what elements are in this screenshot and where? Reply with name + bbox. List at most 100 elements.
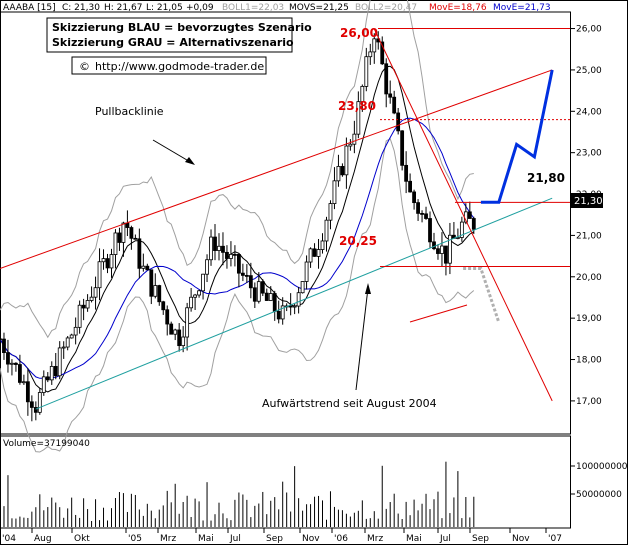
x-tick-label: '06 — [334, 534, 348, 544]
candle-body — [336, 166, 341, 182]
volume-bars — [0, 461, 475, 527]
last-price-label: 21,30 — [574, 196, 603, 207]
candle-body — [404, 164, 409, 182]
candle-body — [113, 232, 118, 255]
candle-body — [153, 285, 158, 297]
candle-body — [324, 219, 329, 242]
candle-body — [428, 218, 432, 243]
volume-tick-label: 100000000 — [576, 462, 628, 472]
candle-body — [61, 346, 66, 349]
y-tick-label: 20,00 — [576, 273, 602, 283]
bollinger-lower — [0, 137, 475, 453]
candle-body — [380, 41, 385, 65]
candle-body — [432, 241, 436, 250]
candle-body — [14, 362, 18, 365]
candle-body — [229, 253, 233, 259]
y-tick-label: 26,00 — [576, 25, 602, 35]
candle-body — [185, 307, 190, 338]
candle-body — [304, 261, 309, 282]
x-tick-label: '07 — [548, 534, 562, 544]
candle-body — [137, 238, 142, 269]
header-movs: MOVS=21,25 — [289, 3, 349, 13]
volume-axis: 100000000 50000000 — [570, 462, 628, 500]
candle-body — [213, 236, 217, 251]
candle-body — [81, 304, 86, 309]
candle-body — [169, 323, 174, 335]
header-symbol: AAABA [15] — [3, 3, 56, 13]
volume-tick-label: 50000000 — [576, 490, 622, 500]
candle-body — [372, 38, 377, 53]
x-tick-label: Mai — [198, 534, 214, 544]
candle-body — [471, 218, 476, 230]
pullback-arrow — [152, 139, 193, 164]
candle-body — [93, 287, 98, 298]
downtrend-line — [373, 28, 553, 402]
volume-panel — [0, 435, 571, 529]
candle-body — [125, 222, 130, 228]
candle-body — [6, 352, 10, 365]
candle-body — [177, 329, 182, 347]
candle-body — [165, 309, 170, 325]
candle-body — [121, 222, 126, 243]
y-tick-label: 18,00 — [576, 356, 602, 366]
candle-body — [141, 265, 146, 269]
candle-body — [18, 364, 22, 383]
candle-body — [37, 392, 42, 413]
candle-body — [161, 301, 166, 311]
candle-body — [217, 245, 221, 251]
candle-body — [300, 281, 305, 294]
candle-body — [145, 265, 150, 271]
candle-body — [420, 212, 424, 215]
move-line — [0, 117, 475, 379]
x-tick-label: Jul — [229, 534, 241, 544]
candle-body — [53, 366, 58, 377]
candle-body — [292, 305, 297, 308]
y-tick-label: 19,00 — [576, 314, 602, 324]
last-price-box — [571, 193, 603, 208]
candle-body — [29, 401, 34, 408]
candle-body — [129, 227, 134, 239]
candle-body — [276, 310, 281, 320]
candle-body — [467, 211, 472, 219]
candle-body — [256, 281, 261, 302]
candle-body — [173, 329, 178, 335]
candle-body — [244, 274, 249, 277]
candle-body — [197, 290, 201, 296]
uptrend-arrowhead — [365, 283, 371, 294]
copyright-icon: © — [79, 60, 90, 73]
candle-body — [396, 112, 401, 132]
candle-body — [459, 221, 464, 238]
candle-body — [260, 281, 265, 294]
candle-body — [25, 381, 30, 403]
candle-body — [455, 237, 460, 239]
candle-body — [264, 292, 269, 301]
candle-body — [73, 326, 78, 336]
candle-body — [436, 248, 440, 254]
level-26-label: 26,00 — [340, 26, 378, 40]
candle-body — [280, 305, 285, 320]
header-change: +0,09 — [186, 3, 214, 13]
candle-body — [308, 248, 313, 263]
candle-body — [201, 273, 205, 292]
header-low: L: 21,05 — [146, 3, 183, 13]
pullback-line — [0, 69, 553, 269]
candle-body — [268, 293, 273, 301]
y-tick-label: 17,00 — [576, 397, 602, 407]
candle-body — [2, 338, 6, 353]
sketch-red-line — [409, 304, 468, 323]
url-box — [71, 56, 267, 75]
candle-body — [392, 96, 397, 114]
candle-body — [412, 191, 416, 204]
x-tick-label: Nov — [302, 534, 320, 544]
candle-body — [221, 245, 225, 253]
candle-body — [105, 258, 110, 269]
header-close: C: 21,30 — [62, 3, 100, 13]
volume-label: Volume=37199040 — [3, 439, 90, 449]
candle-body — [252, 287, 257, 302]
legend-box — [46, 17, 293, 53]
candle-body — [348, 143, 353, 147]
candle-body — [10, 362, 14, 365]
level-2025-label: 20,25 — [339, 234, 377, 248]
x-axis: '04 Aug Okt '05 Mrz Mai Jul Sep Nov '06 Mrz Mai Jul S… — [0, 528, 562, 544]
